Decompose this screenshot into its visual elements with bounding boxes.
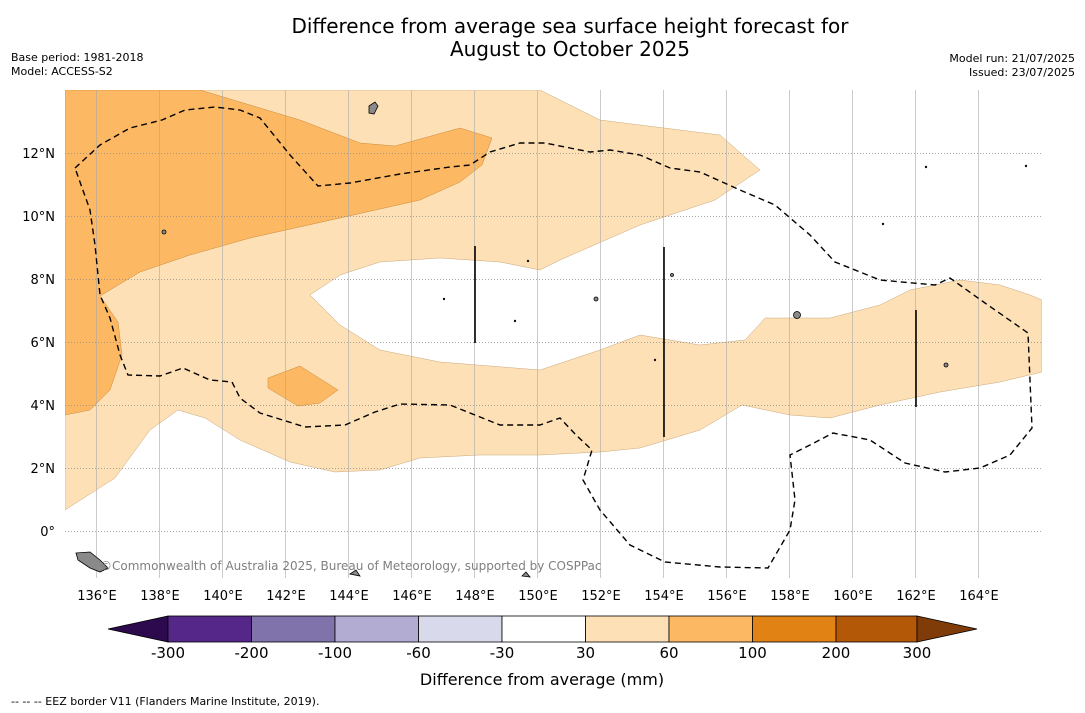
map-credit: ©Commonwealth of Australia 2025, Bureau … — [100, 559, 602, 573]
colorbar-segment — [251, 615, 336, 643]
colorbar-tick: -100 — [318, 644, 352, 662]
anomaly-60-100-region — [65, 90, 493, 416]
colorbar-tick: -60 — [406, 644, 431, 662]
island — [943, 362, 949, 368]
colorbar-tick: -200 — [234, 644, 268, 662]
y-tick-label: 4°N — [31, 399, 56, 414]
island — [793, 311, 801, 319]
colorbar-label: Difference from average (mm) — [420, 670, 664, 689]
issued-date: Issued: 23/07/2025 — [968, 66, 1075, 79]
longitude-gridlines — [96, 90, 979, 578]
x-tick-label: 152°E — [581, 589, 621, 604]
island — [1024, 164, 1028, 168]
y-tick-label: 10°N — [22, 210, 55, 225]
x-tick-label: 148°E — [455, 589, 495, 604]
latitude-gridlines — [65, 153, 1042, 532]
y-tick-label: 0° — [40, 525, 55, 540]
model-info: Base period: 1981-2018 Model: ACCESS-S2 — [11, 51, 143, 79]
colorbar-segment — [835, 615, 918, 643]
x-tick-label: 150°E — [518, 589, 558, 604]
x-tick-label: 156°E — [707, 589, 747, 604]
island — [924, 165, 928, 169]
x-tick-label: 164°E — [959, 589, 999, 604]
colorbar-tick: 60 — [659, 644, 678, 662]
y-tick-label: 8°N — [31, 273, 56, 288]
model-name: Model: ACCESS-S2 — [11, 65, 113, 78]
colorbar-segment — [334, 615, 419, 643]
x-tick-label: 140°E — [203, 589, 243, 604]
map-area: ©Commonwealth of Australia 2025, Bureau … — [65, 90, 1042, 578]
colorbar-segment — [418, 615, 503, 643]
colorbar-extend-high — [916, 615, 978, 643]
island — [513, 319, 517, 323]
x-axis-labels: 136°E 138°E 140°E 142°E 144°E 146°E 148°… — [77, 589, 999, 604]
x-tick-label: 154°E — [644, 589, 684, 604]
y-tick-label: 12°N — [22, 147, 55, 162]
colorbar-tick: 200 — [822, 644, 851, 662]
island — [653, 358, 657, 362]
island — [161, 229, 167, 235]
eez-footnote: -- -- -- EEZ border V11 (Flanders Marine… — [11, 695, 320, 708]
colorbar-segment — [585, 615, 670, 643]
colorbar-tick: -300 — [151, 644, 185, 662]
x-tick-label: 144°E — [329, 589, 369, 604]
y-tick-label: 2°N — [31, 462, 56, 477]
island — [75, 551, 109, 573]
island — [521, 571, 531, 578]
island — [881, 222, 885, 226]
island — [348, 569, 361, 577]
map-title-line-1: Difference from average sea surface heig… — [291, 14, 849, 38]
map-title-line-2: August to October 2025 — [449, 37, 691, 61]
x-tick-label: 138°E — [140, 589, 180, 604]
island — [526, 259, 530, 263]
island — [670, 273, 674, 277]
x-tick-label: 160°E — [833, 589, 873, 604]
colorbar-segment — [752, 615, 837, 643]
colorbar-segment — [167, 615, 252, 643]
x-tick-label: 162°E — [896, 589, 936, 604]
colorbar-tick: 100 — [738, 644, 767, 662]
colorbar-extend-low — [107, 615, 169, 643]
model-run-date: Model run: 21/07/2025 — [949, 52, 1075, 65]
x-tick-label: 136°E — [77, 589, 117, 604]
island — [442, 297, 446, 301]
land-masses — [75, 101, 1028, 578]
base-period: Base period: 1981-2018 — [11, 51, 144, 64]
y-tick-label: 6°N — [31, 336, 56, 351]
eez-border — [74, 106, 1033, 569]
x-tick-label: 142°E — [266, 589, 306, 604]
island — [368, 101, 379, 115]
x-tick-label: 146°E — [392, 589, 432, 604]
x-tick-label: 158°E — [770, 589, 810, 604]
colorbar-tick-labels: -300 -200 -100 -60 -30 30 60 100 200 300 — [151, 644, 931, 662]
colorbar — [107, 615, 978, 643]
colorbar-tick: 30 — [576, 644, 595, 662]
colorbar-segment — [668, 615, 753, 643]
reference-lines — [474, 246, 917, 437]
run-info: Model run: 21/07/2025 Issued: 23/07/2025 — [949, 52, 1075, 80]
island — [593, 296, 599, 302]
y-axis-labels: 0° 2°N 4°N 6°N 8°N 10°N 12°N — [22, 147, 55, 540]
colorbar-segment — [501, 615, 586, 643]
colorbar-tick: 300 — [903, 644, 932, 662]
colorbar-tick: -30 — [490, 644, 515, 662]
